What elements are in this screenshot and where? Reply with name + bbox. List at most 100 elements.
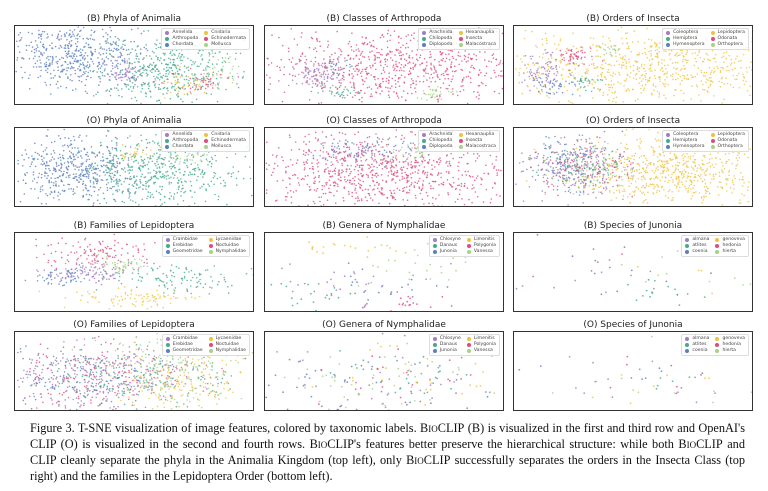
scatter-point-chordata [68, 34, 70, 37]
scatter-point-insecta [408, 73, 410, 76]
scatter-point-echinodermata [237, 76, 240, 78]
scatter-point-chordata [86, 171, 88, 174]
scatter-point-insecta [474, 160, 477, 162]
scatter-point-diplopoda [349, 63, 351, 66]
scatter-point-mollusca [224, 57, 227, 59]
scatter-point-insecta [381, 48, 383, 51]
scatter-point-coleoptera [545, 52, 547, 54]
scatter-point-mollusca [199, 159, 202, 161]
scatter-point-chordata [85, 165, 87, 168]
scatter-point-arthropoda [131, 48, 133, 50]
scatter-point-chordata [83, 173, 85, 176]
scatter-point-malacostraca [415, 148, 418, 150]
scatter-point-insecta [317, 161, 320, 164]
scatter-point-arthropoda [122, 169, 125, 171]
scatter-point-insecta [353, 156, 355, 159]
scatter-point-insecta [381, 54, 383, 56]
scatter-point-coleoptera [548, 60, 550, 63]
scatter-point-arthropoda [99, 141, 102, 144]
scatter-point-lepidoptera [728, 54, 730, 57]
scatter-point-insecta [417, 169, 420, 171]
scatter-point-chordata [133, 175, 135, 177]
scatter-point-lepidoptera [703, 195, 705, 197]
scatter-point-lepidoptera [683, 64, 685, 67]
scatter-point-insecta [394, 67, 396, 70]
scatter-point-arthropoda [193, 167, 195, 170]
scatter-point-insecta [355, 192, 357, 194]
scatter-point-arthropoda [135, 187, 138, 190]
scatter-point-arthropoda [114, 35, 117, 38]
legend-label: Hexanauplia [465, 132, 495, 137]
scatter-point-arthropoda [113, 174, 116, 176]
scatter-point-insecta [374, 158, 376, 161]
scatter-point-insecta [313, 48, 315, 51]
scatter-point-arthropoda [178, 52, 181, 55]
scatter-point-orthoptera [608, 48, 611, 50]
scatter-point-insecta [490, 198, 493, 200]
scatter-point-arthropoda [205, 188, 207, 190]
scatter-point-arthropoda [234, 58, 237, 60]
scatter-point-insecta [420, 188, 423, 191]
scatter-point-insecta [398, 69, 401, 72]
scatter-point-arthropoda [157, 73, 160, 76]
scatter-point-chordata [25, 182, 27, 185]
scatter-point-lepidoptera [733, 61, 736, 64]
scatter-point-chordata [45, 65, 48, 68]
scatter-point-arthropoda [96, 181, 99, 183]
scatter-point-chordata [68, 188, 70, 190]
scatter-point-insecta [366, 86, 369, 89]
scatter-point-chordata [41, 54, 44, 57]
scatter-point-cnidaria [203, 73, 205, 75]
scatter-point-arthropoda [115, 181, 118, 184]
scatter-point-lepidoptera [618, 63, 620, 66]
scatter-point-chordata [55, 163, 58, 165]
scatter-point-insecta [389, 51, 392, 53]
scatter-point-insecta [490, 77, 492, 79]
scatter-point-arthropoda [178, 186, 180, 189]
scatter-point-chordata [44, 149, 47, 151]
scatter-point-arthropoda [171, 85, 174, 88]
scatter-point-lepidoptera [562, 68, 564, 71]
scatter-point-insecta [398, 52, 400, 54]
scatter-point-chordata [50, 191, 52, 193]
scatter-point-insecta [409, 154, 412, 157]
scatter-point-chordata [97, 167, 99, 170]
scatter-point-chordata [100, 179, 103, 181]
scatter-point-lepidoptera [681, 60, 684, 63]
scatter-point-chordata [101, 58, 103, 60]
scatter-point-insecta [404, 171, 406, 174]
scatter-point-insecta [413, 37, 415, 40]
scatter-point-chordata [77, 33, 79, 35]
scatter-point-insecta [358, 164, 361, 167]
scatter-point-annelida [131, 73, 134, 75]
scatter-point-insecta [353, 179, 356, 182]
scatter-point-arthropoda [180, 98, 182, 100]
scatter-point-insecta [399, 67, 402, 69]
scatter-point-arthropoda [104, 174, 106, 176]
scatter-point-arthropoda [151, 193, 153, 196]
scatter-point-insecta [460, 185, 463, 187]
scatter-point-chordata [78, 169, 80, 171]
scatter-point-annelida [128, 70, 131, 72]
scatter-point-cnidaria [187, 85, 190, 88]
scatter-point-diplopoda [367, 147, 370, 150]
scatter-point-mollusca [228, 61, 230, 64]
scatter-point-arthropoda [170, 195, 173, 197]
scatter-point-insecta [495, 64, 498, 67]
scatter-point-lepidoptera [659, 78, 661, 80]
scatter-point-chordata [49, 44, 51, 47]
scatter-point-lepidoptera [647, 79, 649, 81]
scatter-point-arthropoda [170, 154, 172, 156]
scatter-point-arachnida [320, 73, 323, 76]
scatter-point-chordata [58, 153, 61, 156]
scatter-point-diplopoda [330, 62, 333, 65]
scatter-point-chordata [100, 46, 102, 48]
scatter-point-lepidoptera [622, 56, 624, 58]
scatter-point-chordata [59, 58, 61, 61]
scatter-point-arthropoda [161, 203, 163, 205]
scatter-point-chordata [61, 70, 64, 73]
scatter-point-arthropoda [152, 68, 155, 71]
scatter-point-arthropoda [179, 87, 181, 90]
scatter-point-insecta [403, 58, 406, 60]
scatter-point-insecta [405, 59, 408, 62]
